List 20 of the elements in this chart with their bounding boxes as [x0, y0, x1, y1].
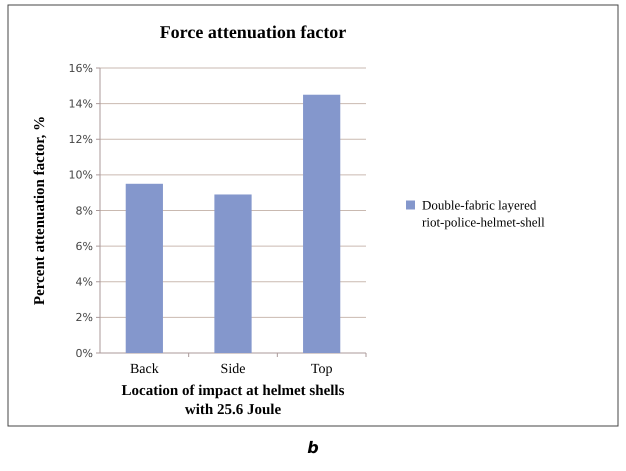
bar [126, 184, 163, 353]
bar [214, 194, 252, 353]
y-tick-label: 6% [76, 240, 93, 253]
y-tick-label: 16% [68, 62, 93, 75]
y-tick-label: 8% [76, 204, 93, 218]
y-tick-label: 0% [76, 346, 93, 360]
x-axis-title: Location of impact at helmet shells with 25.6 Joule [122, 383, 345, 418]
chart-title: Force attenuation factor [160, 22, 346, 42]
y-tick-label: 4% [76, 276, 93, 289]
y-tick-label: 14% [68, 97, 93, 110]
x-tick-label: Top [310, 362, 332, 377]
legend-label: Double-fabric layered riot-police-helmet-shell [422, 198, 546, 230]
x-tick-label: Side [220, 362, 246, 377]
y-tick-label: 12% [68, 133, 93, 146]
bar [303, 94, 340, 353]
y-tick-label: 10% [68, 168, 93, 182]
y-tick-label: 2% [76, 311, 93, 324]
y-axis-title: Percent attenuation factor, % [32, 116, 48, 306]
text: b [307, 438, 319, 457]
x-tick-label: Back [130, 362, 159, 377]
